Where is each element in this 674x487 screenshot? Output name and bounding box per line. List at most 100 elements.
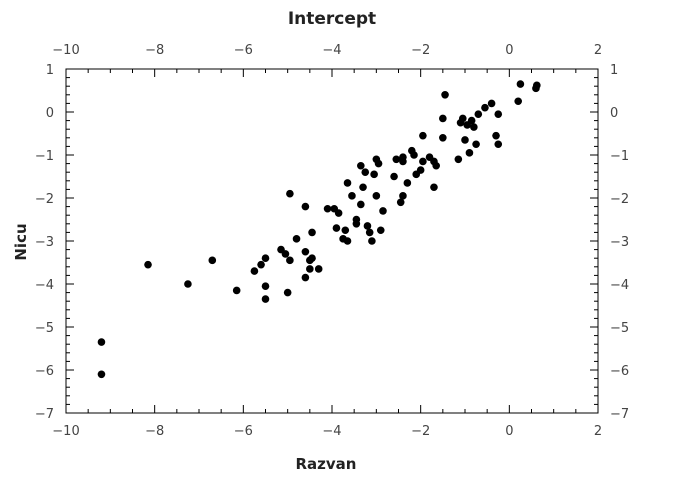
y-tick-label-left: −6 (35, 364, 54, 379)
x-tick-label-bottom: −8 (145, 424, 164, 439)
scatter-point (470, 123, 478, 131)
x-tick-label-bottom: −6 (234, 424, 253, 439)
x-tick-label-top: −2 (411, 43, 430, 58)
x-tick-label-top: −10 (52, 43, 79, 58)
y-tick-label-left: −2 (35, 192, 54, 207)
y-tick-label-right: −5 (610, 321, 629, 336)
y-tick-label-right: −1 (610, 149, 629, 164)
y-tick-label-right: −2 (610, 192, 629, 207)
scatter-point (432, 161, 440, 170)
scatter-point (332, 224, 341, 232)
scatter-point (343, 179, 352, 187)
scatter-point (208, 256, 217, 265)
scatter-point (184, 280, 192, 288)
scatter-point (363, 222, 372, 230)
x-tick-label-top: −4 (322, 43, 341, 58)
scatter-point (461, 136, 469, 144)
scatter-point (439, 134, 447, 142)
y-tick-label-left: −7 (35, 407, 54, 422)
scatter-point (465, 149, 474, 157)
scatter-point (348, 192, 356, 200)
y-tick-label-left: −5 (35, 321, 54, 336)
scatter-point (334, 209, 343, 217)
y-tick-label-left: −1 (35, 149, 54, 164)
scatter-point (261, 254, 270, 262)
scatter-point (343, 237, 352, 245)
scatter-point (516, 80, 525, 88)
plot-frame (65, 68, 599, 414)
x-tick-label-bottom: −2 (411, 424, 430, 439)
scatter-point (361, 168, 370, 176)
scatter-point (261, 295, 270, 303)
scatter-point (250, 267, 259, 275)
scatter-point (359, 183, 367, 192)
scatter-point (396, 198, 405, 207)
scatter-point (454, 155, 463, 164)
scatter-point (372, 192, 381, 200)
scatter-point (514, 97, 522, 106)
x-tick-label-bottom: 2 (594, 424, 602, 439)
scatter-point (286, 189, 294, 198)
scatter-point (376, 226, 385, 235)
scatter-point (301, 247, 310, 256)
scatter-point (533, 81, 541, 90)
scatter-point (301, 202, 310, 211)
scatter-point (439, 114, 447, 123)
scatter-point (379, 207, 387, 215)
scatter-point (430, 183, 438, 192)
scatter-point (494, 110, 503, 118)
scatter-point (370, 170, 378, 179)
scatter-point (458, 114, 467, 123)
data-points (97, 80, 541, 379)
scatter-point (306, 265, 314, 273)
x-tick-label-top: 0 (505, 43, 513, 58)
scatter-point (283, 288, 292, 297)
scatter-point (374, 159, 383, 168)
scatter-point (352, 220, 361, 228)
scatter-point (323, 204, 332, 213)
x-tick-label-bottom: 0 (505, 424, 513, 439)
scatter-point (399, 192, 407, 200)
scatter-point (441, 91, 449, 99)
scatter-point (419, 157, 427, 166)
y-tick-label-right: −3 (610, 235, 629, 250)
x-tick-label-bottom: −10 (52, 424, 79, 439)
scatter-point (281, 250, 290, 258)
scatter-point (368, 237, 376, 245)
y-tick-label-left: 1 (46, 63, 54, 78)
scatter-point (487, 99, 496, 108)
scatter-point (286, 256, 294, 265)
y-tick-label-left: 0 (46, 106, 54, 121)
scatter-point (341, 226, 350, 235)
y-axis-title: Nicu (12, 223, 30, 260)
scatter-point (494, 140, 503, 149)
x-tick-label-bottom: −4 (322, 424, 341, 439)
scatter-point (314, 265, 323, 273)
scatter-point (472, 140, 480, 149)
scatter-point (292, 235, 301, 243)
scatter-point (97, 370, 106, 379)
scatter-point (410, 151, 418, 159)
scatter-point (419, 131, 427, 140)
scatter-point (308, 228, 316, 237)
scatter-point (474, 110, 483, 118)
scatter-point (403, 179, 412, 187)
scatter-point (357, 200, 365, 209)
scatter-point (392, 155, 401, 164)
x-tick-label-top: −8 (145, 43, 164, 58)
scatter-point (416, 166, 425, 174)
y-tick-label-left: −4 (35, 278, 54, 293)
y-tick-label-right: −4 (610, 278, 629, 293)
y-tick-label-right: −7 (610, 407, 629, 422)
scatter-point (261, 282, 270, 290)
scatter-point (492, 131, 500, 140)
scatter-point (308, 254, 316, 262)
scatter-point (390, 172, 398, 181)
scatter-point (467, 116, 476, 125)
y-tick-label-right: −6 (610, 364, 629, 379)
x-tick-label-top: 2 (594, 43, 602, 58)
scatter-point (357, 161, 365, 170)
scatter-point (481, 103, 489, 112)
x-axis-title: Razvan (296, 455, 357, 473)
